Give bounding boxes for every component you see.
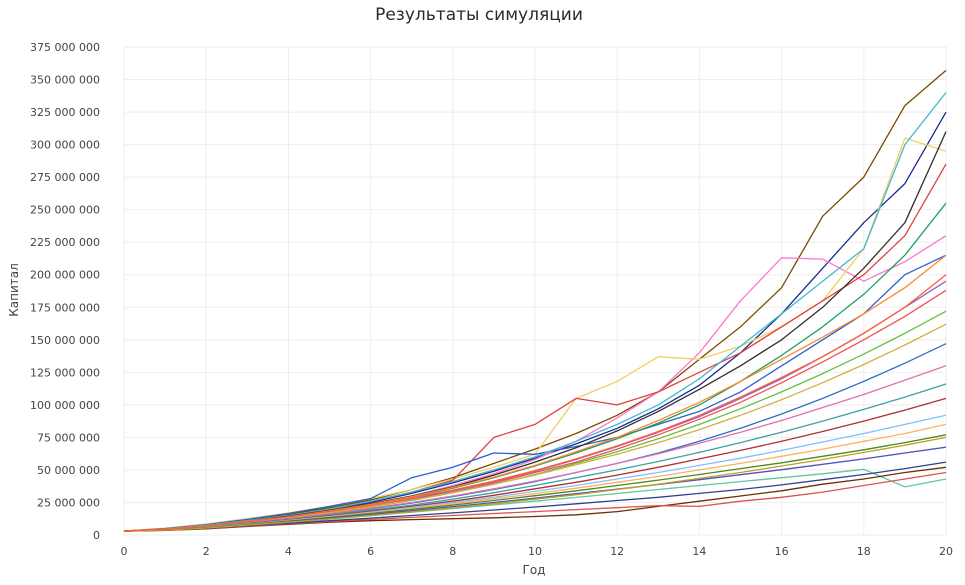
y-axis-label: Капитал xyxy=(7,263,21,317)
chart-title: Результаты симуляции xyxy=(375,5,583,25)
x-tick-label: 8 xyxy=(449,545,456,558)
y-tick-label: 50 000 000 xyxy=(37,464,100,477)
series-line-27 xyxy=(123,436,947,532)
y-tick-label: 250 000 000 xyxy=(30,204,100,217)
y-axis-ticks: 0 25 000 000 50 000 000 75 000 000 100 000 0… xyxy=(30,41,100,542)
y-tick-label: 100 000 000 xyxy=(30,399,100,412)
x-tick-label: 6 xyxy=(367,545,374,558)
y-tick-label: 0 xyxy=(93,529,100,542)
series-line-28 xyxy=(123,274,947,532)
x-axis-ticks: 0 2 4 6 8 10 12 14 16 18 20 xyxy=(121,545,954,558)
y-tick-label: 125 000 000 xyxy=(30,366,100,379)
x-tick-label: 4 xyxy=(285,545,292,558)
y-tick-label: 300 000 000 xyxy=(30,139,100,152)
series-group xyxy=(123,69,947,532)
y-tick-label: 175 000 000 xyxy=(30,301,100,314)
y-tick-label: 325 000 000 xyxy=(30,106,100,119)
y-tick-label: 275 000 000 xyxy=(30,171,100,184)
series-line-6 xyxy=(123,254,947,532)
x-tick-label: 14 xyxy=(692,545,706,558)
x-tick-label: 2 xyxy=(203,545,210,558)
x-tick-label: 0 xyxy=(121,545,128,558)
x-tick-label: 18 xyxy=(857,545,871,558)
x-axis-label: Год xyxy=(523,563,546,577)
x-tick-label: 10 xyxy=(528,545,542,558)
y-tick-label: 200 000 000 xyxy=(30,269,100,282)
y-tick-label: 225 000 000 xyxy=(30,236,100,249)
x-tick-label: 12 xyxy=(610,545,624,558)
series-line-26 xyxy=(123,461,947,532)
y-tick-label: 25 000 000 xyxy=(37,496,100,509)
x-tick-label: 16 xyxy=(775,545,789,558)
x-tick-label: 20 xyxy=(939,545,953,558)
y-tick-label: 75 000 000 xyxy=(37,431,100,444)
y-tick-label: 350 000 000 xyxy=(30,74,100,87)
y-tick-label: 150 000 000 xyxy=(30,334,100,347)
y-tick-label: 375 000 000 xyxy=(30,41,100,54)
